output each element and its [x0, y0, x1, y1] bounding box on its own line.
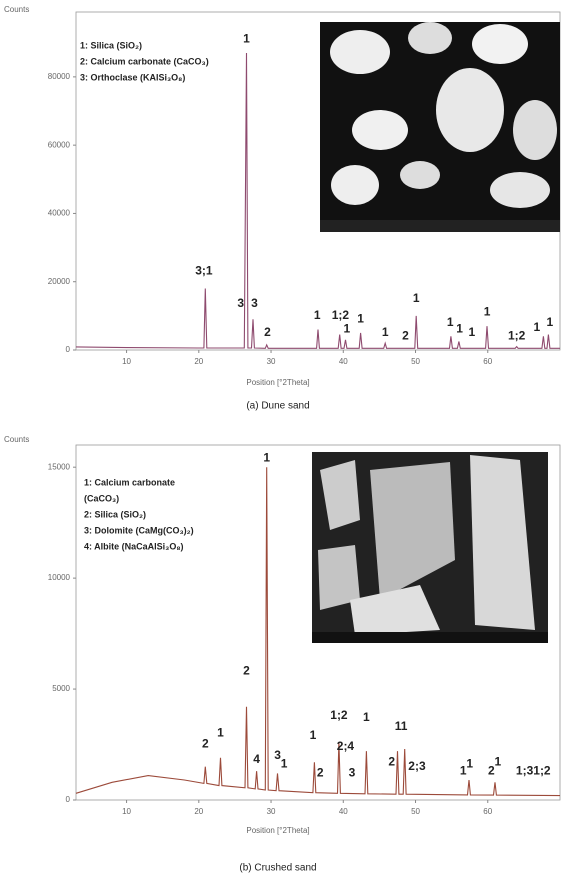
- y-tick-label: 40000: [48, 209, 71, 218]
- x-axis-label: Position [°2Theta]: [246, 826, 309, 835]
- peak-label: 2;3: [408, 759, 426, 773]
- x-tick-label: 60: [483, 357, 492, 366]
- peak-label: 3: [274, 748, 281, 762]
- caption: (a) Dune sand: [246, 401, 309, 412]
- x-tick-label: 50: [411, 357, 420, 366]
- peak-label: 1: [382, 325, 389, 339]
- peak-label: 1: [534, 320, 541, 334]
- peak-label: 2: [488, 763, 495, 777]
- peak-label: 3: [251, 296, 258, 310]
- peak-label: 3: [349, 766, 356, 780]
- y-tick-label: 15000: [48, 462, 71, 471]
- x-tick-label: 20: [194, 357, 203, 366]
- peak-label: 1: [456, 322, 463, 336]
- x-tick-label: 20: [194, 807, 203, 816]
- peak-label: 3;1: [195, 264, 213, 278]
- peak-label: 2: [402, 329, 409, 343]
- legend-note: 4: Albite (NaCaAlSi₃O₈): [84, 541, 184, 551]
- peak-label: 1: [484, 305, 491, 319]
- peak-label: 2: [317, 766, 324, 780]
- y-tick-label: 0: [66, 795, 71, 804]
- peak-label: 1: [310, 728, 317, 742]
- x-tick-label: 30: [267, 807, 276, 816]
- peak-label: 1;2: [508, 329, 526, 343]
- legend-note: 3: Orthoclase (KAlSi₃O₈): [80, 72, 185, 82]
- peak-label: 1: [344, 322, 351, 336]
- peak-label: 1: [281, 757, 288, 771]
- peak-label: 1: [243, 31, 250, 45]
- peak-label: 1: [314, 308, 321, 322]
- peak-label: 1: [357, 311, 364, 325]
- plot-frame: [75, 444, 561, 801]
- peak-label: 1;2: [332, 308, 350, 322]
- y-tick-label: 10000: [48, 573, 71, 582]
- y-tick-label: 60000: [48, 140, 71, 149]
- peak-label: 1: [217, 726, 224, 740]
- peak-label: 1: [460, 763, 467, 777]
- peak-label: 1: [495, 754, 502, 768]
- legend-note: 1: Silica (SiO₂): [80, 40, 142, 50]
- y-tick-label: 0: [66, 345, 71, 354]
- peak-label: 1: [447, 315, 454, 329]
- peak-label: 1;2: [330, 708, 348, 722]
- legend-note: 3: Dolomite (CaMg(CO₃)₂): [84, 525, 194, 535]
- sem-inset-a: [320, 22, 560, 232]
- peak-label: 1: [413, 291, 420, 305]
- peak-label: 2: [243, 663, 250, 677]
- x-tick-label: 50: [411, 807, 420, 816]
- peak-label: 1;31;2: [516, 763, 551, 777]
- x-tick-label: 30: [267, 357, 276, 366]
- legend-note: 2: Silica (SiO₂): [84, 509, 146, 519]
- peak-label: 4: [253, 752, 260, 766]
- peak-label: 2: [388, 754, 395, 768]
- sem-inset-b: [312, 452, 548, 643]
- peak-label: 1: [263, 450, 270, 464]
- y-axis-label: Counts: [4, 435, 29, 444]
- legend-note: 1: Calcium carbonate: [84, 477, 175, 487]
- peak-label: 2: [202, 737, 209, 751]
- peak-label: 1: [547, 315, 554, 329]
- x-tick-label: 40: [339, 807, 348, 816]
- y-tick-label: 20000: [48, 277, 71, 286]
- y-axis-label: Counts: [4, 5, 29, 14]
- peak-label: 11: [395, 719, 408, 733]
- peak-label: 1: [469, 325, 476, 339]
- xrd-pattern: [75, 467, 561, 797]
- x-tick-label: 10: [122, 357, 131, 366]
- x-tick-label: 40: [339, 357, 348, 366]
- x-axis-label: Position [°2Theta]: [246, 378, 309, 387]
- y-tick-label: 80000: [48, 72, 71, 81]
- peak-label: 3: [237, 296, 244, 310]
- y-tick-label: 5000: [52, 684, 70, 693]
- caption: (b) Crushed sand: [239, 863, 316, 874]
- x-tick-label: 60: [483, 807, 492, 816]
- peak-label: 2: [264, 325, 271, 339]
- xrd-pattern: [75, 52, 560, 349]
- peak-label: 2;4: [337, 739, 355, 753]
- peak-label: 1: [466, 757, 473, 771]
- legend-note: 2: Calcium carbonate (CaCO₃): [80, 56, 209, 66]
- legend-note: (CaCO₃): [84, 493, 119, 503]
- x-tick-label: 10: [122, 807, 131, 816]
- peak-label: 1: [363, 710, 370, 724]
